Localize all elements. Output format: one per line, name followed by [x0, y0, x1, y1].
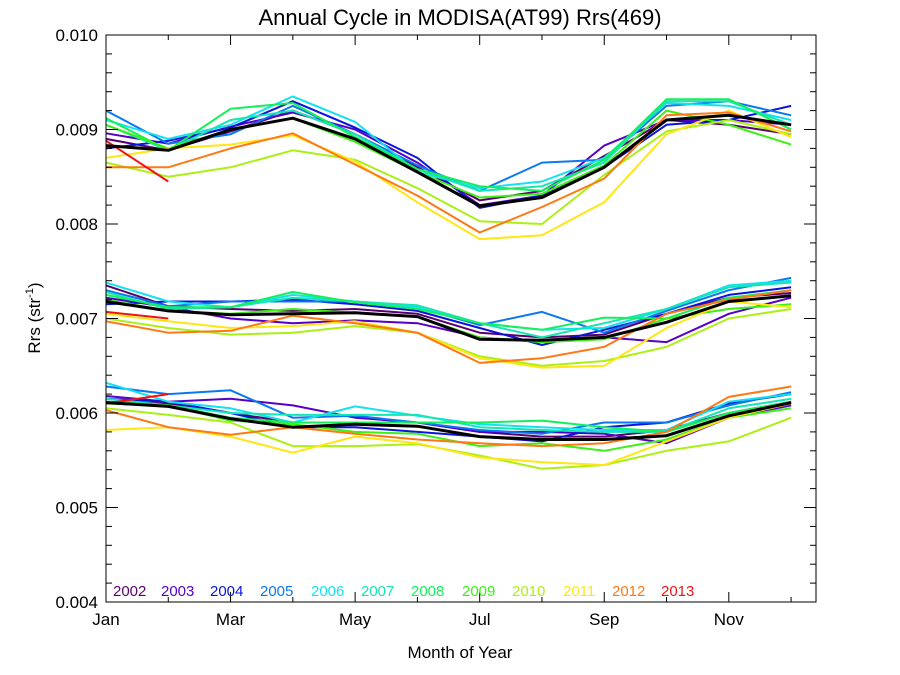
- series-line-2006-band-1: [105, 95, 792, 190]
- series-line-2010-band-2: [105, 308, 792, 367]
- chart-title: Annual Cycle in MODISA(AT99) Rrs(469): [258, 5, 661, 30]
- series-line-2012-band-1: [106, 111, 792, 234]
- series-line-2011-band-2: [105, 300, 792, 369]
- series-line-2003-band-2: [105, 296, 792, 344]
- legend-entry-2005: 2005: [260, 583, 293, 600]
- y-tick-label-0.007: 0.007: [55, 310, 98, 329]
- x-tick-label-Nov: Nov: [714, 610, 745, 629]
- y-axis-label-sup: -1: [24, 288, 36, 298]
- y-tick-label-0.006: 0.006: [55, 404, 98, 423]
- y-tick-label-0.009: 0.009: [55, 121, 98, 140]
- series-line-2011-band-3: [105, 402, 792, 466]
- series-line-2005-band-3: [105, 385, 792, 435]
- series-line-2013-band-2: [105, 310, 169, 320]
- legend-entry-2004: 2004: [210, 583, 243, 600]
- series-line-2007-band-1: [105, 100, 792, 192]
- series-line-2008-band-2: [105, 289, 792, 331]
- mean-line-band-3: [105, 401, 792, 441]
- y-tick-label-0.010: 0.010: [55, 26, 98, 45]
- legend-entry-2012: 2012: [612, 583, 645, 600]
- y-tick-label-0.008: 0.008: [55, 215, 98, 234]
- series-line-2012-band-2: [105, 289, 792, 364]
- legend-entry-2007: 2007: [361, 583, 394, 600]
- x-tick-label-Jan: Jan: [92, 610, 119, 629]
- x-tick-label-May: May: [339, 610, 372, 629]
- y-axis-label: Rrs (str-1): [24, 282, 44, 353]
- series-layer: [105, 95, 792, 470]
- y-tick-label-0.004: 0.004: [55, 593, 98, 612]
- legend-entry-2010: 2010: [512, 583, 545, 600]
- mean-line-band-1: [105, 113, 792, 208]
- y-axis-label-main: Rrs (str: [25, 298, 44, 354]
- mean-line-band-2: [105, 294, 792, 342]
- series-line-2011-band-1: [105, 109, 792, 241]
- legend-entry-2003: 2003: [161, 583, 194, 600]
- y-tick-label-0.005: 0.005: [55, 499, 98, 518]
- x-axis-label: Month of Year: [408, 643, 513, 662]
- legend: 2002 2003 2004 2005 2006 2007 2008 2009 2010 2011…: [113, 583, 694, 600]
- x-tick-label-Jul: Jul: [469, 610, 491, 629]
- series-line-2004-band-1: [105, 100, 792, 209]
- legend-entry-2011: 2011: [563, 583, 595, 600]
- legend-entry-2009: 2009: [462, 583, 495, 600]
- legend-entry-2013: 2013: [661, 583, 694, 600]
- y-axis-label-close: ): [25, 282, 44, 288]
- legend-entry-2006: 2006: [311, 583, 344, 600]
- x-tick-label-Mar: Mar: [216, 610, 246, 629]
- series-line-2008-band-1: [105, 98, 792, 192]
- series-line-2012-band-3: [105, 385, 792, 448]
- legend-entry-2002: 2002: [113, 583, 146, 600]
- ticks-layer: Jan Mar May Jul Sep Nov 0.004 0.005 0.006 0.007 0.…: [55, 26, 816, 629]
- mean-layer: [105, 113, 792, 441]
- legend-entry-2008: 2008: [411, 583, 444, 600]
- x-tick-label-Sep: Sep: [589, 610, 619, 629]
